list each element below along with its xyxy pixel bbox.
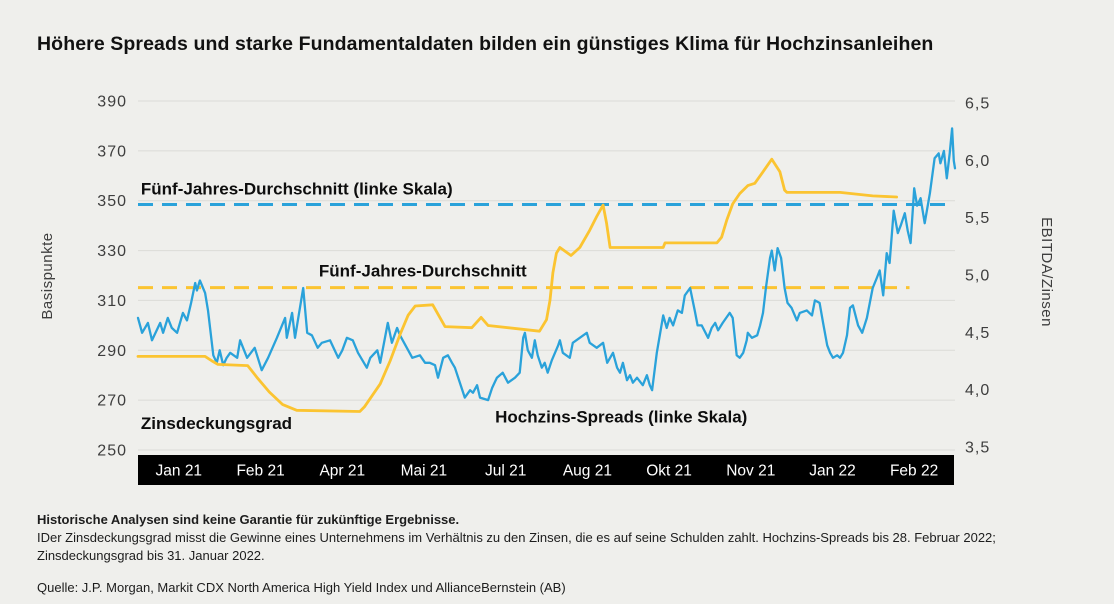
chart-area: 390 370 350 330 310 290 270 250 6,5 6,0 5,5 5,0 4,5 4… [39,94,1055,485]
x-axis-month-label: Nov 21 [726,463,775,480]
left-axis-tick: 350 [97,193,127,210]
x-axis-month-label: Feb 22 [890,463,938,480]
x-axis-month-label: Mai 21 [401,463,448,480]
chart-annotation: Zinsdeckungsgrad [141,414,292,433]
footnote-body: IDer Zinsdeckungsgrad misst die Gewinne … [37,530,996,563]
chart-annotation: Fünf-Jahres-Durchschnitt (linke Skala) [141,180,453,199]
x-axis-bar [138,455,954,485]
right-axis-tick: 4,5 [965,325,990,342]
x-axis-month-label: Feb 21 [236,463,284,480]
left-axis-tick: 270 [97,393,127,410]
x-axis-month-label: Jan 21 [156,463,203,480]
right-axis-tick: 6,0 [965,153,990,170]
x-axis-month-label: Okt 21 [646,463,692,480]
left-axis-tick: 370 [97,143,127,160]
chart-title: Höhere Spreads und starke Fundamentaldat… [37,33,934,55]
chart-annotation: Fünf-Jahres-Durchschnitt [319,262,527,281]
right-axis-tick: 4,0 [965,382,990,399]
x-axis-month-label: Apr 21 [319,463,365,480]
footnotes: Historische Analysen sind keine Garantie… [37,511,1083,597]
left-axis-tick: 310 [97,293,127,310]
right-axis-tick: 3,5 [965,440,990,457]
series-line [136,157,898,413]
source-text: Quelle: J.P. Morgan, Markit CDX North Am… [37,580,566,595]
series-line [136,127,957,402]
left-axis-tick: 290 [97,343,127,360]
x-axis-month-label: Aug 21 [563,463,612,480]
left-axis-tick: 390 [97,94,127,111]
x-axis-month-label: Jan 22 [809,463,856,480]
chart-annotation: Hochzins-Spreads (linke Skala) [495,408,747,427]
right-axis-tick: 6,5 [965,96,990,113]
disclaimer-text: Historische Analysen sind keine Garantie… [37,512,460,527]
right-axis-label: EBITDA/Zinsen [1038,217,1055,327]
spreads-chart: 390 370 350 330 310 290 270 250 6,5 6,0 5,5 5,0 4,5 4… [39,94,1055,485]
left-axis-tick: 330 [97,243,127,260]
right-axis-tick: 5,5 [965,210,990,227]
left-axis-label: Basispunkte [39,232,56,319]
x-axis-month-label: Jul 21 [485,463,526,480]
left-axis-tick: 250 [97,443,127,460]
right-axis-tick: 5,0 [965,268,990,285]
